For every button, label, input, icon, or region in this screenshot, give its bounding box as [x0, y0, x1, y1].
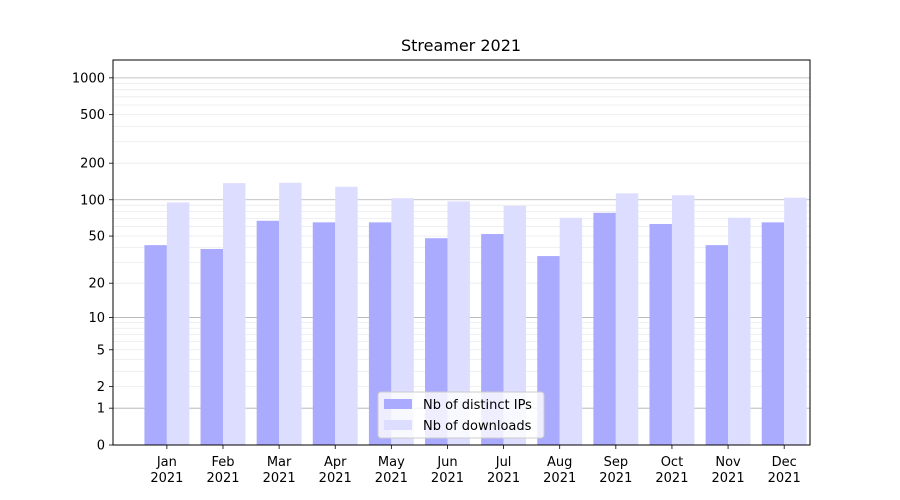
legend-label: Nb of downloads [423, 419, 532, 434]
x-tick-label-month: Dec [772, 455, 797, 470]
y-tick-label: 500 [80, 108, 105, 123]
x-tick-label-month: Jan [156, 455, 177, 470]
legend: Nb of distinct IPs Nb of downloads [377, 391, 545, 439]
x-tick-label-month: Jul [495, 455, 512, 470]
x-tick-label-year: 2021 [319, 471, 352, 486]
y-tick-label: 2 [97, 380, 105, 395]
bar-downloads [335, 186, 358, 445]
y-tick-label: 0 [97, 439, 105, 454]
x-tick-label-year: 2021 [431, 471, 464, 486]
bar-ips [593, 212, 616, 445]
x-tick-label-year: 2021 [375, 471, 408, 486]
bar-downloads [728, 217, 751, 445]
bar-ips [649, 223, 672, 445]
chart-title: Streamer 2021 [401, 36, 521, 55]
x-tick-label-year: 2021 [150, 471, 183, 486]
bar-downloads [503, 205, 527, 445]
y-tick-label: 100 [80, 193, 105, 208]
x-tick-label-year: 2021 [206, 471, 239, 486]
bar-downloads [447, 201, 470, 445]
bar-ips [705, 245, 729, 445]
x-tick-label-month: Sep [604, 455, 629, 470]
bar-downloads [559, 217, 583, 445]
x-tick-label-year: 2021 [655, 471, 688, 486]
legend-swatch [384, 399, 412, 409]
bar-downloads [166, 202, 190, 445]
bar-downloads [222, 183, 246, 445]
bar-ips [256, 220, 280, 445]
bar-downloads [615, 193, 639, 445]
y-tick-label: 1 [97, 402, 105, 417]
legend-swatch [384, 420, 412, 430]
bar-downloads [671, 195, 695, 445]
x-tick-label-year: 2021 [487, 471, 520, 486]
bar-downloads [784, 197, 807, 445]
bar-ips [312, 222, 336, 445]
x-tick-label-month: Feb [211, 455, 234, 470]
x-tick-label-month: Oct [661, 455, 683, 470]
bar-ips [144, 245, 167, 445]
x-tick-label-year: 2021 [768, 471, 801, 486]
legend-box [377, 391, 545, 439]
y-tick-label: 5 [97, 343, 105, 358]
x-tick-label-year: 2021 [599, 471, 632, 486]
x-tick-label-month: Mar [267, 455, 292, 470]
x-tick-label-month: Aug [547, 455, 572, 470]
y-tick-label: 1000 [72, 71, 105, 86]
bar-ips [368, 222, 392, 445]
x-tick-label-year: 2021 [543, 471, 576, 486]
y-tick-label: 200 [80, 157, 105, 172]
y-tick-label: 10 [88, 311, 105, 326]
legend-label: Nb of distinct IPs [423, 398, 532, 413]
x-tick-label-month: Apr [324, 455, 347, 470]
bar-downloads [279, 182, 302, 445]
plot-frame [112, 59, 811, 446]
x-tick-label-year: 2021 [263, 471, 296, 486]
y-tick-label: 20 [88, 277, 105, 292]
x-tick-label-year: 2021 [712, 471, 745, 486]
bar-ips [761, 222, 785, 445]
x-tick-label-month: May [378, 455, 405, 470]
bar-ips [200, 248, 223, 445]
y-tick-label: 50 [88, 230, 105, 245]
axes: 01251020501002005001000Jan2021Feb2021Mar… [72, 59, 811, 486]
x-tick-label-month: Jun [436, 455, 457, 470]
x-tick-label-month: Nov [715, 455, 741, 470]
bar-downloads [391, 198, 414, 445]
